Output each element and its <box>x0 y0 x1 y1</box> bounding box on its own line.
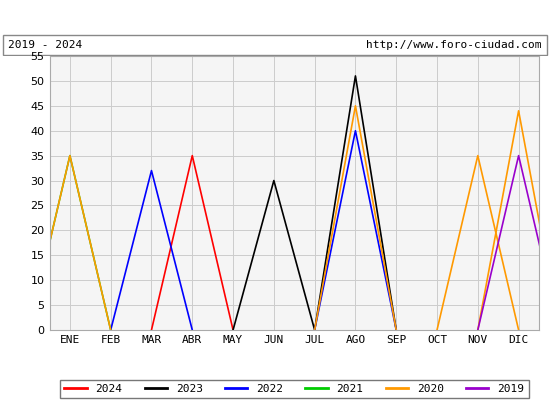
FancyBboxPatch shape <box>3 35 547 55</box>
Text: 2019 - 2024: 2019 - 2024 <box>8 40 82 50</box>
Text: Evolucion Nº Turistas Extranjeros en el municipio de Higuera de la Serena: Evolucion Nº Turistas Extranjeros en el … <box>0 10 550 24</box>
Text: http://www.foro-ciudad.com: http://www.foro-ciudad.com <box>366 40 542 50</box>
Legend: 2024, 2023, 2022, 2021, 2020, 2019: 2024, 2023, 2022, 2021, 2020, 2019 <box>60 380 529 398</box>
